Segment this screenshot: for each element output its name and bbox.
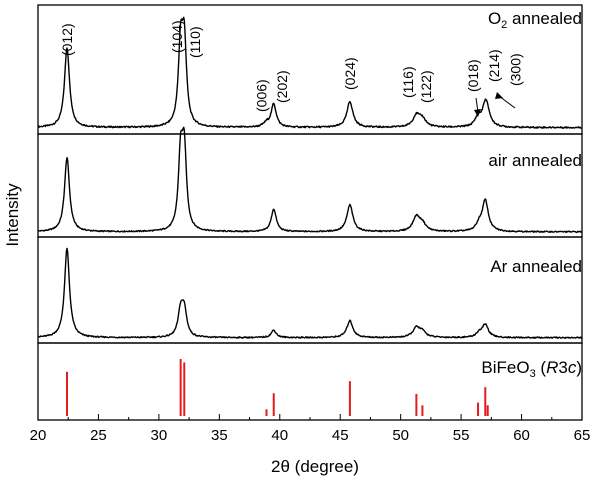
x-tick-label: 60 bbox=[513, 427, 530, 444]
miller-index-label: (122) bbox=[418, 70, 434, 103]
o2-panel-title: O2 annealed bbox=[488, 9, 582, 31]
miller-index-label: (006) bbox=[254, 79, 270, 112]
miller-index-label: (300) bbox=[508, 53, 524, 86]
miller-index-label: (116) bbox=[400, 66, 416, 98]
reference-lines bbox=[66, 359, 489, 416]
x-axis-label: 2θ (degree) bbox=[271, 457, 359, 476]
x-tick-label: 40 bbox=[271, 427, 288, 444]
x-tick-label: 35 bbox=[211, 427, 228, 444]
x-tick-label: 30 bbox=[151, 427, 168, 444]
ar-panel-title: Ar annealed bbox=[490, 257, 582, 276]
miller-index-label: (024) bbox=[342, 57, 358, 90]
air-annealed-trace bbox=[37, 126, 583, 234]
miller-index-label: (104) bbox=[169, 20, 185, 53]
air-panel-title: air annealed bbox=[488, 151, 582, 170]
ar-panel-frame bbox=[37, 236, 583, 344]
arrowhead-300 bbox=[495, 92, 503, 99]
miller-index-label: (214) bbox=[486, 49, 502, 82]
x-tick-label: 45 bbox=[332, 427, 349, 444]
reference-panel-frame bbox=[37, 342, 583, 421]
air-panel-frame bbox=[37, 133, 583, 238]
x-tick-label: 65 bbox=[574, 427, 591, 444]
x-tick-label: 20 bbox=[30, 427, 47, 444]
miller-index-labels: (012) (104) (110) (006) (202) (024) (116) (122)… bbox=[59, 20, 523, 112]
miller-index-label: (018) bbox=[465, 59, 481, 92]
arrowhead-018 bbox=[474, 109, 481, 117]
ar-annealed-trace bbox=[37, 247, 583, 339]
x-tick-label: 55 bbox=[453, 427, 470, 444]
miller-index-label: (202) bbox=[274, 70, 290, 103]
miller-index-label: (012) bbox=[59, 23, 75, 56]
x-tick-label: 25 bbox=[90, 427, 107, 444]
x-axis-ticks: 20 25 30 35 40 45 50 55 60 65 bbox=[30, 414, 591, 444]
miller-index-label: (110) bbox=[187, 26, 203, 58]
o2-annealed-trace bbox=[37, 16, 583, 129]
y-axis-label: Intensity bbox=[3, 183, 22, 247]
reference-panel-title: BiFeO3 (R3c) bbox=[481, 358, 582, 380]
x-tick-label: 50 bbox=[392, 427, 409, 444]
